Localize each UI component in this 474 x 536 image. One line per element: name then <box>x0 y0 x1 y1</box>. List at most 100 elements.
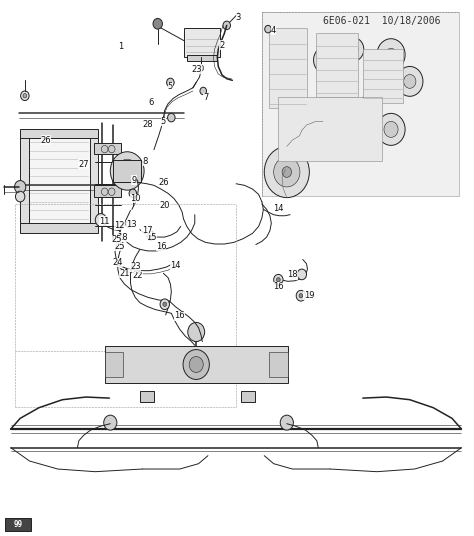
Circle shape <box>198 65 204 71</box>
Bar <box>269 28 307 108</box>
Circle shape <box>223 21 230 29</box>
Circle shape <box>167 78 174 87</box>
Text: 12: 12 <box>114 221 125 230</box>
Bar <box>269 352 288 377</box>
Circle shape <box>292 118 311 140</box>
Circle shape <box>126 220 132 228</box>
Circle shape <box>16 191 25 202</box>
Text: 15: 15 <box>146 233 157 242</box>
Text: 26: 26 <box>158 178 169 187</box>
Bar <box>27 133 91 232</box>
Circle shape <box>101 188 108 196</box>
Bar <box>105 352 123 377</box>
Text: 16: 16 <box>273 282 283 291</box>
Bar <box>363 49 403 103</box>
Bar <box>262 12 459 196</box>
Circle shape <box>122 166 132 176</box>
Circle shape <box>273 274 283 285</box>
Circle shape <box>280 415 293 430</box>
Circle shape <box>296 291 306 301</box>
Circle shape <box>384 121 398 137</box>
Text: 25: 25 <box>114 242 125 251</box>
Circle shape <box>15 181 26 193</box>
Circle shape <box>349 44 358 55</box>
Bar <box>278 98 382 161</box>
Circle shape <box>101 145 108 153</box>
Text: 16: 16 <box>155 242 166 251</box>
Circle shape <box>273 157 300 187</box>
Circle shape <box>276 278 280 282</box>
Circle shape <box>265 25 271 33</box>
Text: 26: 26 <box>41 136 51 145</box>
Circle shape <box>109 145 115 153</box>
Circle shape <box>189 356 203 373</box>
Circle shape <box>110 152 144 190</box>
Text: 3: 3 <box>236 13 241 22</box>
Text: 10: 10 <box>130 194 140 203</box>
Circle shape <box>168 114 175 122</box>
Bar <box>94 143 121 154</box>
Bar <box>90 133 98 232</box>
Circle shape <box>284 109 319 150</box>
Text: 6E06-021  10/18/2006: 6E06-021 10/18/2006 <box>323 16 440 26</box>
Text: 17: 17 <box>142 226 152 235</box>
Circle shape <box>188 322 205 341</box>
Circle shape <box>377 114 405 145</box>
Circle shape <box>348 133 359 146</box>
Circle shape <box>363 103 372 114</box>
Text: 14: 14 <box>170 261 180 270</box>
Circle shape <box>319 54 331 66</box>
Text: 4: 4 <box>271 26 276 35</box>
Circle shape <box>163 302 167 307</box>
Text: 1: 1 <box>118 42 124 51</box>
Circle shape <box>200 87 207 95</box>
Bar <box>20 133 28 232</box>
Bar <box>20 129 98 138</box>
Circle shape <box>109 188 115 196</box>
Text: 11: 11 <box>100 217 110 226</box>
Circle shape <box>314 47 337 73</box>
FancyBboxPatch shape <box>5 518 31 531</box>
Text: 20: 20 <box>160 200 170 210</box>
Circle shape <box>117 221 123 229</box>
Bar <box>184 28 219 57</box>
Circle shape <box>357 96 378 120</box>
Circle shape <box>282 167 292 177</box>
Circle shape <box>342 126 365 153</box>
Text: 7: 7 <box>203 93 208 102</box>
Circle shape <box>147 232 155 240</box>
Circle shape <box>299 294 303 298</box>
Circle shape <box>129 189 137 198</box>
Bar <box>105 346 288 383</box>
Text: 9: 9 <box>131 175 137 184</box>
Text: 24: 24 <box>112 258 123 267</box>
Text: 99: 99 <box>13 520 22 529</box>
Circle shape <box>404 75 416 88</box>
Text: 14: 14 <box>273 204 283 213</box>
Text: 23: 23 <box>191 65 201 73</box>
Text: 22: 22 <box>132 271 143 280</box>
Circle shape <box>104 415 117 430</box>
Text: 18: 18 <box>117 233 128 242</box>
Text: 18: 18 <box>287 271 298 279</box>
Text: 25: 25 <box>111 235 122 244</box>
Text: 19: 19 <box>304 291 314 300</box>
Text: 13: 13 <box>127 220 137 229</box>
Circle shape <box>95 214 107 226</box>
Circle shape <box>183 349 210 379</box>
Circle shape <box>297 269 307 280</box>
Text: 23: 23 <box>130 263 141 271</box>
Bar <box>187 55 218 61</box>
Circle shape <box>160 299 169 310</box>
Text: 8: 8 <box>142 157 147 166</box>
Bar <box>316 33 358 98</box>
Bar <box>113 160 141 182</box>
Text: 16: 16 <box>174 311 185 321</box>
Circle shape <box>385 48 397 61</box>
Circle shape <box>264 146 310 198</box>
Circle shape <box>397 66 423 96</box>
Bar <box>20 223 98 233</box>
Text: 28: 28 <box>143 120 153 129</box>
Text: 5: 5 <box>168 82 173 91</box>
Circle shape <box>343 38 364 61</box>
